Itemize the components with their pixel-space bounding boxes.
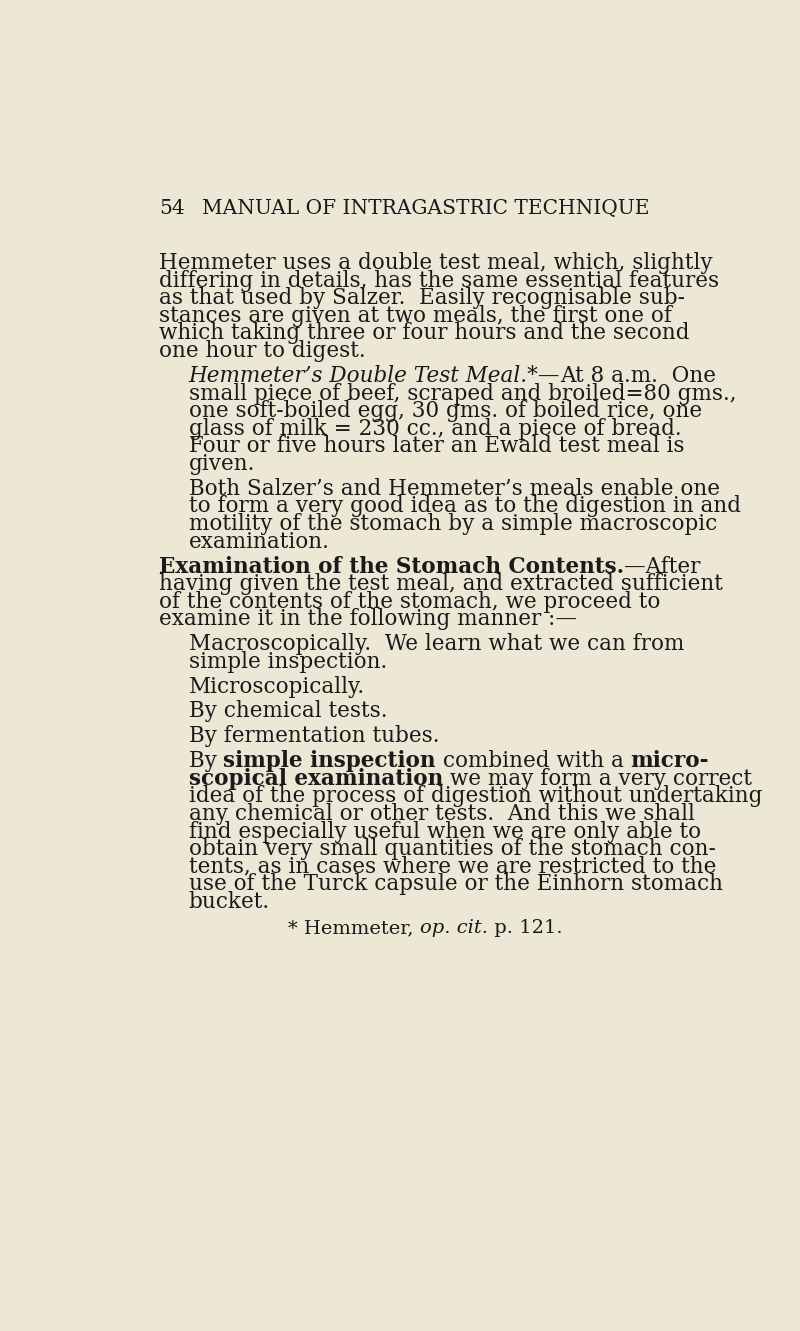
Text: Both Salzer’s and Hemmeter’s meals enable one: Both Salzer’s and Hemmeter’s meals enabl… (189, 478, 720, 500)
Text: small piece of beef, scraped and broiled=80 gms.,: small piece of beef, scraped and broiled… (189, 382, 736, 405)
Text: we may form a very correct: we may form a very correct (443, 768, 752, 789)
Text: to form a very good idea as to the digestion in and: to form a very good idea as to the diges… (189, 495, 741, 518)
Text: Examination of the Stomach Contents.: Examination of the Stomach Contents. (159, 555, 624, 578)
Text: obtain very small quantities of the stomach con-: obtain very small quantities of the stom… (189, 839, 715, 860)
Text: differing in details, has the same essential features: differing in details, has the same essen… (159, 270, 719, 291)
Text: * Hemmeter,: * Hemmeter, (288, 920, 420, 937)
Text: given.: given. (189, 453, 255, 475)
Text: combined with a: combined with a (436, 751, 630, 772)
Text: any chemical or other tests.  And this we shall: any chemical or other tests. And this we… (189, 803, 694, 825)
Text: bucket.: bucket. (189, 890, 270, 913)
Text: examine it in the following manner :—: examine it in the following manner :— (159, 608, 577, 631)
Text: Four or five hours later an Ewald test meal is: Four or five hours later an Ewald test m… (189, 435, 684, 458)
Text: Hemmeter uses a double test meal, which, slightly: Hemmeter uses a double test meal, which,… (159, 252, 713, 274)
Text: p. 121.: p. 121. (488, 920, 562, 937)
Text: —After: —After (624, 555, 701, 578)
Text: of the contents of the stomach, we proceed to: of the contents of the stomach, we proce… (159, 591, 660, 612)
Text: By fermentation tubes.: By fermentation tubes. (189, 725, 439, 747)
Text: find especially useful when we are only able to: find especially useful when we are only … (189, 820, 701, 843)
Text: simple inspection: simple inspection (223, 751, 436, 772)
Text: 54: 54 (159, 198, 185, 218)
Text: idea of the process of digestion without undertaking: idea of the process of digestion without… (189, 785, 762, 808)
Text: having given the test meal, and extracted sufficient: having given the test meal, and extracte… (159, 574, 722, 595)
Text: scopical examination: scopical examination (189, 768, 443, 789)
Text: one hour to digest.: one hour to digest. (159, 341, 366, 362)
Text: tents, as in cases where we are restricted to the: tents, as in cases where we are restrict… (189, 856, 716, 878)
Text: simple inspection.: simple inspection. (189, 651, 387, 673)
Text: use of the Turck capsule or the Einhorn stomach: use of the Turck capsule or the Einhorn … (189, 873, 722, 896)
Text: one soft-boiled egg, 30 gms. of boiled rice, one: one soft-boiled egg, 30 gms. of boiled r… (189, 401, 702, 422)
Text: By: By (189, 751, 223, 772)
Text: op. cit.: op. cit. (420, 920, 488, 937)
Text: which taking three or four hours and the second: which taking three or four hours and the… (159, 322, 690, 345)
Text: By chemical tests.: By chemical tests. (189, 700, 387, 723)
Text: At 8 a.m.  One: At 8 a.m. One (560, 365, 716, 387)
Text: glass of milk = 230 cc., and a piece of bread.: glass of milk = 230 cc., and a piece of … (189, 418, 682, 439)
Text: stances are given at two meals, the first one of: stances are given at two meals, the firs… (159, 305, 672, 327)
Text: Macroscopically.  We learn what we can from: Macroscopically. We learn what we can fr… (189, 634, 684, 655)
Text: Hemmeter’s Double Test Meal.*—: Hemmeter’s Double Test Meal.*— (189, 365, 560, 387)
Text: micro-: micro- (630, 751, 709, 772)
Text: as that used by Salzer.  Easily recognisable sub-: as that used by Salzer. Easily recognisa… (159, 287, 685, 309)
Text: motility of the stomach by a simple macroscopic: motility of the stomach by a simple macr… (189, 512, 717, 535)
Text: MANUAL OF INTRAGASTRIC TECHNIQUE: MANUAL OF INTRAGASTRIC TECHNIQUE (202, 198, 650, 218)
Text: examination.: examination. (189, 531, 330, 552)
Text: Microscopically.: Microscopically. (189, 676, 365, 697)
